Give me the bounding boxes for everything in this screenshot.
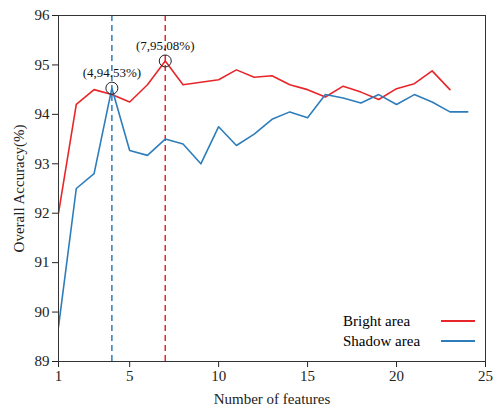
svg-text:10: 10 — [211, 368, 226, 384]
svg-text:15: 15 — [300, 368, 315, 384]
svg-text:(4,94.53%): (4,94.53%) — [83, 65, 142, 80]
svg-text:92: 92 — [35, 205, 50, 221]
svg-text:95: 95 — [35, 57, 50, 73]
svg-text:90: 90 — [35, 304, 50, 320]
svg-text:89: 89 — [35, 353, 50, 369]
svg-text:20: 20 — [389, 368, 404, 384]
svg-text:1: 1 — [55, 368, 63, 384]
svg-text:96: 96 — [35, 7, 51, 23]
html-text:Bright area: Bright area — [343, 312, 411, 329]
svg-text:Overall Accuracy(%): Overall Accuracy(%) — [11, 125, 28, 253]
svg-text:93: 93 — [35, 156, 50, 172]
html-text:Shadow area: Shadow area — [343, 332, 421, 349]
svg-text:(7,95.08%): (7,95.08%) — [136, 38, 195, 53]
svg-text:25: 25 — [478, 368, 493, 384]
svg-text:94: 94 — [35, 106, 51, 122]
svg-text:Number of features: Number of features — [214, 391, 331, 407]
svg-text:91: 91 — [35, 254, 50, 270]
svg-text:5: 5 — [126, 368, 134, 384]
